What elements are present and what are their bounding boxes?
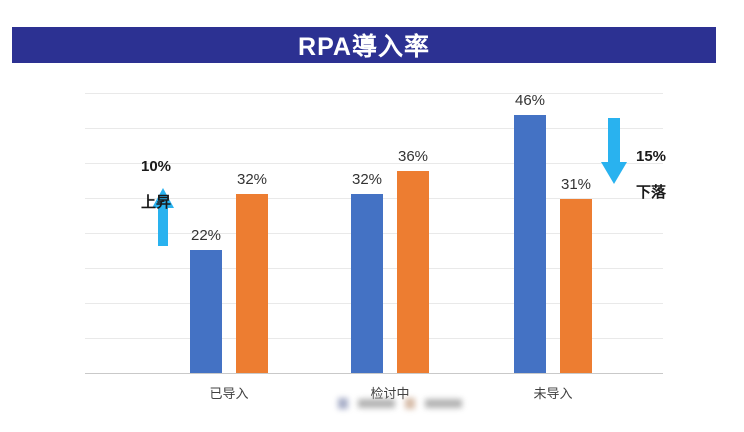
chart-title: RPA導入率 — [298, 33, 430, 61]
bar-blue-series-检讨中 — [351, 194, 383, 373]
chart-title-banner: RPA導入率 — [12, 27, 716, 63]
legend-label-1 — [357, 399, 395, 408]
annotation-increase-word: 上昇 — [141, 194, 172, 211]
legend-swatch-1 — [338, 398, 348, 409]
annotation-decrease: 15% 下落 — [636, 130, 666, 202]
annotation-increase: 10% 上昇 — [141, 140, 171, 212]
category-label: 已导入 — [209, 386, 249, 401]
legend-swatch-2 — [405, 398, 415, 409]
value-label: 32% — [236, 171, 268, 188]
value-label: 32% — [351, 171, 383, 188]
gridline — [85, 93, 663, 94]
plot-area: 22% 32% 已导入 32% 36% 检讨中 46% 31% 未导入 — [85, 92, 663, 401]
legend-blurred — [338, 397, 462, 410]
bar-orange-series-检讨中 — [397, 171, 429, 373]
annotation-decrease-value: 15% — [636, 148, 667, 165]
value-label: 46% — [514, 92, 546, 109]
value-label: 31% — [560, 176, 592, 193]
down-arrow-icon — [601, 118, 627, 186]
legend-label-2 — [424, 399, 462, 408]
bar-orange-series-已导入 — [236, 194, 268, 373]
up-arrow-head — [152, 188, 174, 208]
category-label: 检讨中 — [370, 386, 410, 401]
up-arrow-shaft — [158, 206, 168, 246]
annotation-decrease-word: 下落 — [636, 184, 667, 201]
up-arrow-icon — [152, 188, 174, 246]
x-axis-line — [85, 373, 663, 374]
gridline — [85, 128, 663, 129]
value-label: 36% — [397, 148, 429, 165]
value-label: 22% — [190, 227, 222, 244]
annotation-increase-value: 10% — [141, 158, 172, 175]
gridline — [85, 163, 663, 164]
bar-orange-series-未导入 — [560, 199, 592, 373]
down-arrow-head — [601, 162, 627, 184]
down-arrow-shaft — [608, 118, 620, 164]
bar-blue-series-未导入 — [514, 115, 546, 373]
bar-blue-series-已导入 — [190, 250, 222, 373]
category-label: 未导入 — [533, 386, 573, 401]
